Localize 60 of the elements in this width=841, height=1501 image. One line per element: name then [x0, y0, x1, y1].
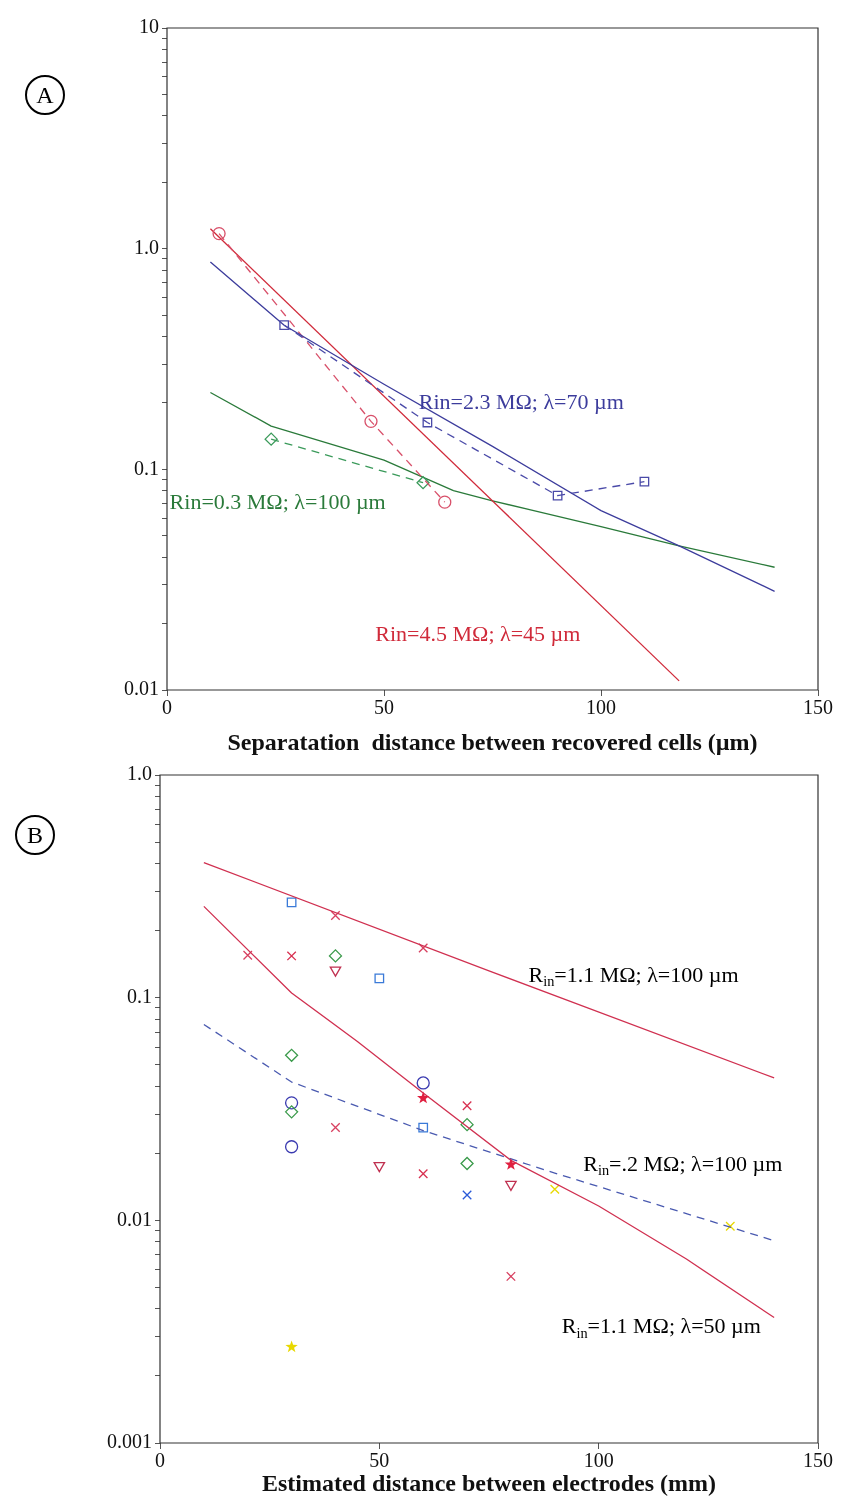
y-tick-label: 0.01 — [117, 1207, 152, 1230]
point — [284, 1048, 299, 1062]
y-tick-label: 1.0 — [127, 762, 152, 785]
point — [462, 1190, 472, 1200]
point — [330, 1122, 341, 1133]
point — [639, 476, 650, 487]
y-tick-label: 0.001 — [107, 1430, 152, 1453]
point — [416, 1076, 430, 1090]
point — [505, 1180, 517, 1192]
x-axis-title: Separatation distance between recovered cells (µm) — [227, 728, 758, 755]
point — [418, 1122, 429, 1133]
x-tick-label: 150 — [803, 1449, 833, 1472]
point — [506, 1271, 516, 1282]
x-tick-label: 100 — [586, 696, 616, 719]
point — [462, 1100, 472, 1111]
point — [330, 910, 341, 921]
x-tick-label: 50 — [369, 1449, 390, 1472]
point — [284, 1105, 299, 1119]
point — [212, 226, 226, 241]
point — [373, 1162, 386, 1173]
point — [422, 417, 433, 428]
x-tick-label: 100 — [583, 1449, 614, 1472]
y-tick-label: 10 — [139, 15, 159, 38]
text: B — [15, 815, 55, 855]
point — [460, 1117, 474, 1132]
point — [279, 320, 290, 331]
point — [286, 897, 297, 908]
point — [364, 414, 378, 428]
point — [328, 949, 343, 963]
point — [460, 1156, 474, 1171]
point — [418, 943, 429, 953]
point — [416, 476, 430, 490]
series-label: Rin=0.3 MΩ; λ=100 µm — [169, 489, 386, 515]
y-tick-label: 0.01 — [124, 677, 159, 700]
point — [285, 1340, 298, 1353]
point — [284, 1096, 299, 1110]
y-tick-label: 0.1 — [134, 456, 159, 479]
point — [264, 432, 278, 446]
y-tick-label: 0.1 — [127, 984, 152, 1007]
point — [438, 495, 452, 509]
y-tick-label: 1.0 — [134, 235, 159, 258]
point — [417, 1091, 430, 1104]
point — [504, 1158, 518, 1170]
series-label: Rin=4.5 MΩ; λ=45 µm — [375, 621, 581, 647]
series-label: Rin=2.3 MΩ; λ=70 µm — [418, 388, 624, 414]
x-axis-title: Estimated distance between electrodes (mm) — [261, 1469, 717, 1496]
x-tick-label: 0 — [155, 1449, 165, 1472]
point — [286, 951, 297, 961]
point — [725, 1221, 736, 1232]
text: A — [25, 75, 65, 115]
point — [284, 1140, 299, 1154]
x-tick-label: 50 — [374, 696, 394, 719]
point — [374, 973, 385, 984]
point — [549, 1184, 560, 1195]
point — [418, 1168, 429, 1179]
point — [329, 966, 342, 977]
point — [242, 950, 253, 961]
x-tick-label: 150 — [803, 696, 833, 719]
x-tick-label: 0 — [162, 696, 172, 719]
point — [552, 490, 563, 501]
